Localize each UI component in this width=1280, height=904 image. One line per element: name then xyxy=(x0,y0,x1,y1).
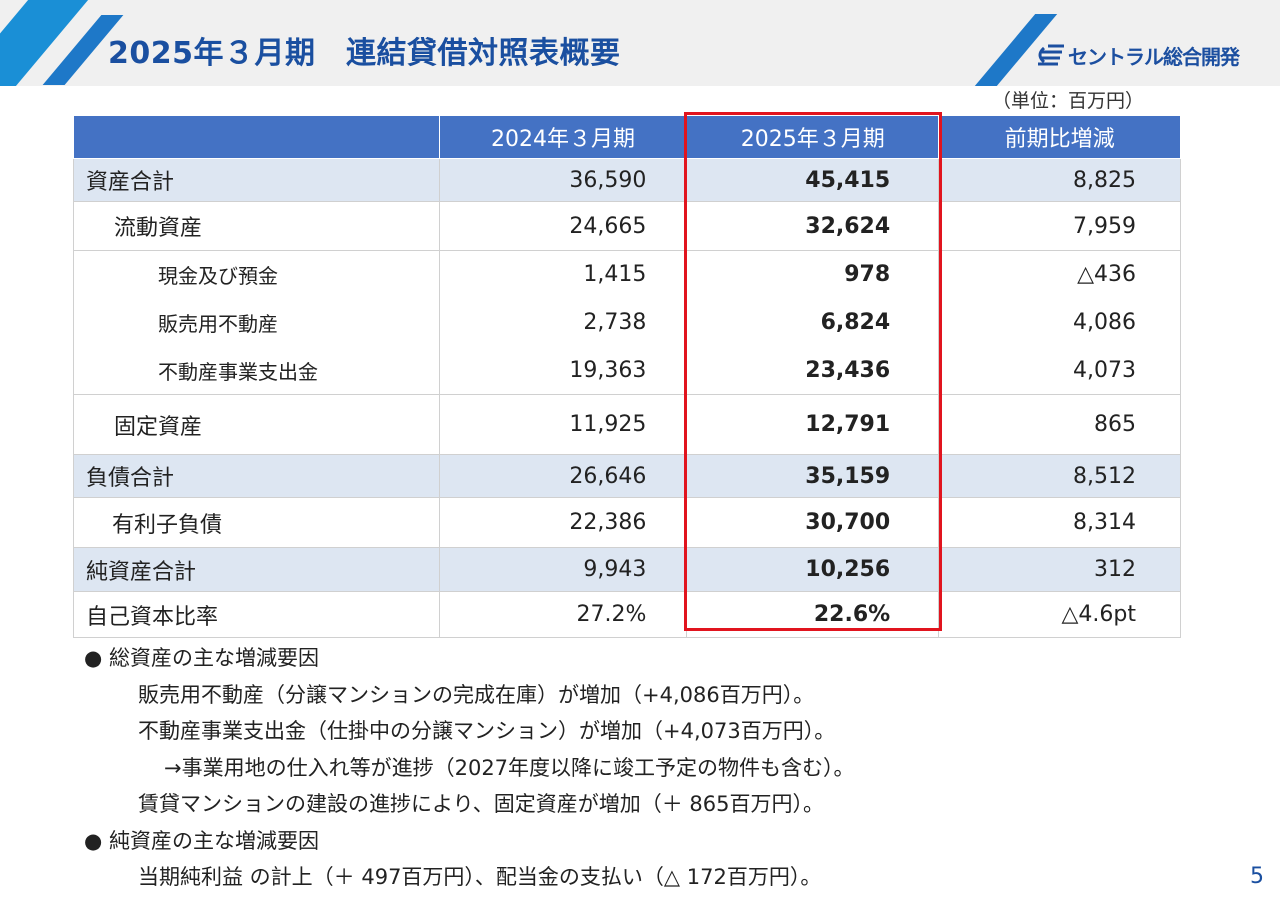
table-header-row: 2024年３月期 2025年３月期 前期比増減 xyxy=(73,115,1181,159)
diff-value: 312 xyxy=(938,547,1181,592)
prev-value: 9,943 xyxy=(438,547,688,592)
header-cell xyxy=(73,115,440,159)
diff-value: 865 xyxy=(938,394,1181,455)
prev-value: 2,738 xyxy=(438,298,688,347)
table-row: 固定資産 11,925 12,791 865 xyxy=(73,394,1181,455)
note-line: 当期純利益 の計上（＋ 497百万円）、配当金の支払い（△ 172百万円）。 xyxy=(138,865,822,889)
row-label: 流動資産 xyxy=(73,201,440,251)
prev-value: 11,925 xyxy=(438,394,688,455)
table-row: 純資産合計 9,943 10,256 312 xyxy=(73,547,1181,592)
header-band: 2025年３月期 連結貸借対照表概要 セントラル総合開発 xyxy=(0,0,1280,86)
prev-value: 22,386 xyxy=(438,497,688,548)
balance-sheet-table: 2024年３月期 2025年３月期 前期比増減 資産合計 36,590 45,4… xyxy=(73,115,1181,638)
logo-mark-icon xyxy=(1038,44,1064,66)
note-line: 不動産事業支出金（仕掛中の分譲マンション）が増加（+4,073百万円）。 xyxy=(138,719,836,743)
note-line: 賃貸マンションの建設の進捗により、固定資産が増加（＋ 865百万円）。 xyxy=(138,792,824,816)
page-title: 2025年３月期 連結貸借対照表概要 xyxy=(108,36,621,71)
notes-heading-equity: ● 純資産の主な増減要因 xyxy=(84,828,319,853)
row-label: 販売用不動産 xyxy=(73,298,440,347)
table-row: 負債合計 26,646 35,159 8,512 xyxy=(73,454,1181,498)
table-row: 現金及び預金 1,415 978 △436 xyxy=(73,250,1181,299)
unit-note: （単位：百万円） xyxy=(992,90,1145,112)
notes-heading-assets: ● 総資産の主な増減要因 xyxy=(84,646,319,670)
prev-value: 1,415 xyxy=(438,250,688,299)
curr-value: 10,256 xyxy=(686,547,940,592)
row-label: 自己資本比率 xyxy=(73,591,440,638)
diff-value: 8,825 xyxy=(938,158,1181,202)
header-cell: 前期比増減 xyxy=(938,115,1181,159)
table-row: 自己資本比率 27.2% 22.6% △4.6pt xyxy=(73,591,1181,638)
diff-value: 7,959 xyxy=(938,201,1181,251)
notes-section: ● 総資産の主な増減要因 販売用不動産（分譲マンションの完成在庫）が増加（+4,… xyxy=(84,640,855,896)
table-row: 流動資産 24,665 32,624 7,959 xyxy=(73,201,1181,251)
curr-value: 23,436 xyxy=(686,346,940,395)
page-number: 5 xyxy=(1250,864,1264,889)
curr-value: 32,624 xyxy=(686,201,940,251)
table-row: 不動産事業支出金 19,363 23,436 4,073 xyxy=(73,346,1181,395)
curr-value: 6,824 xyxy=(686,298,940,347)
row-label: 不動産事業支出金 xyxy=(73,346,440,395)
curr-value: 22.6% xyxy=(686,591,940,638)
header-cell: 2025年３月期 xyxy=(686,115,940,159)
company-logo: セントラル総合開発 xyxy=(1034,38,1240,72)
curr-value: 978 xyxy=(686,250,940,299)
prev-value: 24,665 xyxy=(438,201,688,251)
diff-value: 4,073 xyxy=(938,346,1181,395)
diff-value: △4.6pt xyxy=(938,591,1181,638)
prev-value: 36,590 xyxy=(438,158,688,202)
curr-value: 45,415 xyxy=(686,158,940,202)
note-line: →事業用地の仕入れ等が進捗（2027年度以降に竣工予定の物件も含む）。 xyxy=(164,755,855,780)
diff-value: 4,086 xyxy=(938,298,1181,347)
prev-value: 27.2% xyxy=(438,591,688,638)
prev-value: 26,646 xyxy=(438,454,688,498)
diff-value: 8,314 xyxy=(938,497,1181,548)
prev-value: 19,363 xyxy=(438,346,688,395)
curr-value: 12,791 xyxy=(686,394,940,455)
curr-value: 30,700 xyxy=(686,497,940,548)
header-cell: 2024年３月期 xyxy=(438,115,688,159)
row-label: 現金及び預金 xyxy=(73,250,440,299)
row-label: 有利子負債 xyxy=(73,497,440,548)
row-label: 固定資産 xyxy=(73,394,440,455)
diff-value: △436 xyxy=(938,250,1181,299)
row-label: 純資産合計 xyxy=(73,547,440,592)
header-stripe-decoration xyxy=(0,0,89,86)
table-row: 販売用不動産 2,738 6,824 4,086 xyxy=(73,298,1181,347)
curr-value: 35,159 xyxy=(686,454,940,498)
row-label: 負債合計 xyxy=(73,454,440,498)
logo-text: セントラル総合開発 xyxy=(1068,44,1240,69)
row-label: 資産合計 xyxy=(73,158,440,202)
diff-value: 8,512 xyxy=(938,454,1181,498)
note-line: 販売用不動産（分譲マンションの完成在庫）が増加（+4,086百万円）。 xyxy=(138,682,815,707)
table-row: 有利子負債 22,386 30,700 8,314 xyxy=(73,497,1181,548)
table-row: 資産合計 36,590 45,415 8,825 xyxy=(73,158,1181,202)
